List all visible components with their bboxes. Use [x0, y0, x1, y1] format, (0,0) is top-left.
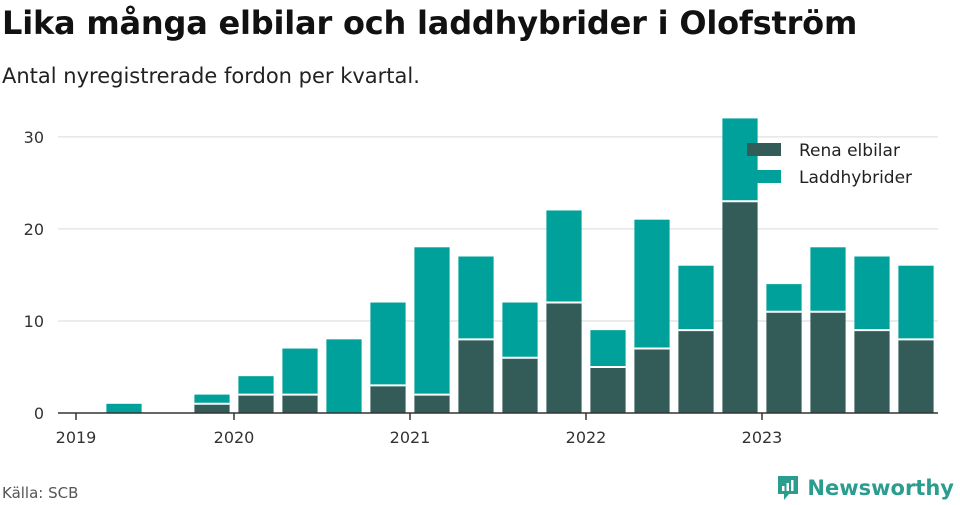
bar-laddhybrider: [722, 118, 758, 202]
bar-rena-elbilar: [414, 394, 450, 413]
grid-lines: [58, 136, 938, 322]
bar-rena-elbilar: [546, 302, 582, 413]
x-tick-label: 2020: [214, 428, 255, 447]
bar-rena-elbilar: [238, 394, 274, 413]
bar-laddhybrider: [854, 256, 890, 331]
bar-laddhybrider: [458, 256, 494, 340]
legend-swatch: [747, 170, 781, 183]
y-tick-label: 20: [24, 220, 44, 239]
source-note: Källa: SCB: [2, 484, 79, 502]
bar-rena-elbilar: [194, 403, 230, 413]
x-tick-label: 2021: [390, 428, 431, 447]
bars: [106, 118, 934, 413]
chart-subtitle: Antal nyregistrerade fordon per kvartal.: [2, 64, 420, 88]
bar-rena-elbilar: [502, 357, 538, 413]
legend-label: Laddhybrider: [799, 168, 912, 188]
y-tick-label: 10: [24, 312, 44, 331]
bar-rena-elbilar: [766, 311, 802, 413]
bar-laddhybrider: [502, 302, 538, 358]
y-tick-label: 0: [34, 404, 44, 423]
bar-rena-elbilar: [634, 348, 670, 413]
bar-laddhybrider: [370, 302, 406, 386]
axes: 0 10 20 30 2019 2020 2021 2022 2023: [24, 128, 938, 447]
bar-rena-elbilar: [854, 330, 890, 413]
bar-rena-elbilar: [282, 394, 318, 413]
bar-rena-elbilar: [810, 311, 846, 413]
bar-rena-elbilar: [678, 330, 714, 413]
legend: Rena elbilar Laddhybrider: [747, 141, 912, 188]
bar-rena-elbilar: [458, 339, 494, 413]
bar-laddhybrider: [326, 339, 362, 413]
bar-laddhybrider: [282, 348, 318, 395]
x-tick-label: 2023: [742, 428, 783, 447]
legend-label: Rena elbilar: [799, 141, 900, 161]
y-tick-label: 30: [24, 128, 44, 147]
bar-laddhybrider: [106, 403, 142, 413]
bar-laddhybrider: [238, 376, 274, 395]
bar-laddhybrider: [546, 210, 582, 303]
brand[interactable]: Newsworthy: [775, 474, 954, 502]
chart-title: Lika många elbilar och laddhybrider i Ol…: [2, 4, 858, 42]
brand-name: Newsworthy: [807, 476, 954, 500]
newsworthy-logo-icon: [778, 476, 799, 500]
bar-rena-elbilar: [722, 201, 758, 413]
bar-laddhybrider: [194, 394, 230, 404]
x-tick-label: 2019: [56, 428, 97, 447]
bar-laddhybrider: [810, 247, 846, 312]
bar-laddhybrider: [766, 284, 802, 312]
bar-laddhybrider: [678, 265, 714, 331]
bar-rena-elbilar: [370, 385, 406, 413]
x-tick-label: 2022: [566, 428, 607, 447]
bar-laddhybrider: [414, 247, 450, 395]
bar-rena-elbilar: [898, 339, 934, 413]
bar-laddhybrider: [898, 265, 934, 340]
bar-laddhybrider: [634, 219, 670, 349]
bar-laddhybrider: [590, 330, 626, 367]
bar-rena-elbilar: [590, 366, 626, 413]
legend-swatch: [747, 143, 781, 156]
